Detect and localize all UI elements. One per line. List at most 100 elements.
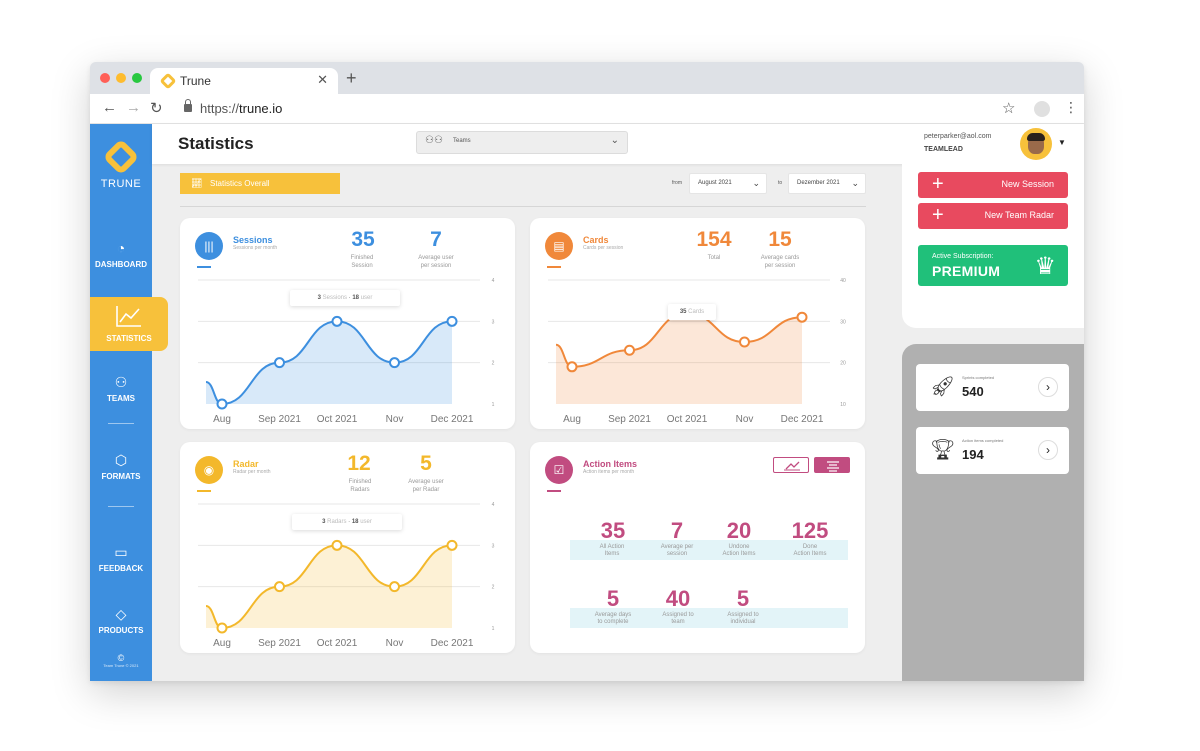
crown-icon: ♛ (1034, 253, 1056, 280)
back-icon[interactable]: ← (102, 99, 117, 116)
x-tick-label: Nov (736, 414, 754, 425)
all-action-items-value: 35 (600, 518, 626, 543)
address-bar: ← → ↻ https://trune.io ☆ ⋮ (90, 94, 1084, 124)
cards-total-label: Total (707, 255, 721, 261)
x-tick-label: Aug (213, 638, 231, 649)
card-underline (547, 490, 561, 492)
x-tick-label: Oct 2021 (667, 414, 708, 425)
assigned-team-value: 40 (665, 586, 691, 611)
browser-window: Trune ✕ + ← → ↻ https://trune.io ☆ ⋮ TRU… (90, 62, 1084, 681)
y-tick-label: 2 (492, 361, 495, 367)
browser-menu-icon[interactable]: ⋮ (1064, 99, 1078, 115)
from-date-value: August 2021 (698, 180, 732, 186)
statistics-overall-button[interactable]: 📈︎ Statistics Overall (180, 173, 340, 194)
y-tick-label: 3 (492, 543, 495, 549)
sessions-chart: Aug Sep 2021 Oct 2021 Nov Dec 2021 4 3 2 1 (198, 278, 495, 425)
maximize-window-button[interactable] (132, 73, 142, 83)
cube-icon: ⬡ (114, 452, 128, 468)
tile-label: Action items completed (962, 438, 1004, 443)
forward-icon[interactable]: → (126, 99, 141, 116)
sidebar-item-dashboard[interactable]: ◔ DASHBOARD (90, 238, 152, 269)
tab-close-icon[interactable]: ✕ (317, 72, 328, 87)
sessions-icon: ||| (195, 232, 223, 260)
avg-days-value: 5 (606, 586, 620, 611)
data-point[interactable] (216, 398, 228, 410)
from-date-select[interactable]: August 2021 ⌄ (689, 173, 767, 194)
chevron-right-icon[interactable]: › (1038, 377, 1058, 397)
chevron-down-icon: ⌄ (752, 178, 760, 188)
y-tick-label: 4 (492, 278, 495, 284)
close-window-button[interactable] (100, 73, 110, 83)
stats-row-background (570, 608, 848, 628)
sidebar-item-feedback[interactable]: ▭ FEEDBACK (90, 542, 152, 573)
trune-favicon-icon (159, 72, 177, 90)
copyright-symbol: © (117, 653, 125, 663)
avg-days-label: Average days to complete (594, 612, 632, 625)
sidebar-item-label: FORMATS (101, 472, 141, 481)
card-underline (197, 490, 211, 492)
chevron-down-icon: ⌄ (610, 135, 619, 146)
avatar[interactable] (1020, 128, 1052, 160)
finished-radars-value: 12 (347, 452, 371, 475)
data-point[interactable] (566, 361, 578, 373)
data-point[interactable] (389, 357, 400, 369)
sidebar-item-statistics[interactable]: STATISTICS (90, 297, 168, 351)
sidebar-divider (108, 423, 134, 424)
action-items-completed-tile[interactable]: 🏆︎ Action items completed 194 › (916, 427, 1069, 474)
url-field[interactable]: https://trune.io (200, 101, 283, 116)
sidebar-item-label: DASHBOARD (95, 260, 147, 269)
data-point[interactable] (796, 311, 808, 323)
data-point[interactable] (274, 581, 285, 593)
data-point[interactable] (739, 336, 750, 348)
to-date-select[interactable]: Dezember 2021 ⌄ (788, 173, 866, 194)
avg-user-label: Average user per session (418, 255, 454, 269)
team-icon: ⚇⚇ (425, 135, 443, 146)
team-select[interactable]: ⚇⚇ Teams ⌄ (416, 131, 628, 154)
cards-chart: Aug Sep 2021 Oct 2021 Nov Dec 2021 40 30 20 10 (548, 278, 846, 425)
x-tick-label: Nov (386, 638, 404, 649)
chart-view-toggle[interactable] (773, 457, 809, 473)
data-point[interactable] (389, 581, 400, 593)
radar-area-fill (206, 545, 452, 628)
reload-icon[interactable]: ↻ (150, 100, 163, 117)
data-point[interactable] (446, 315, 458, 327)
new-tab-button[interactable]: + (346, 68, 357, 88)
data-point[interactable] (274, 357, 285, 369)
chevron-right-icon[interactable]: › (1038, 440, 1058, 460)
new-session-button[interactable]: + New Session (918, 172, 1068, 198)
chevron-down-icon: ⌄ (851, 178, 859, 188)
avg-cards-value: 15 (768, 228, 792, 251)
x-tick-label: Aug (563, 414, 581, 425)
bookmark-star-icon[interactable]: ☆ (1002, 100, 1016, 117)
card-subtitle: Cards per session (583, 245, 624, 251)
data-point[interactable] (331, 539, 343, 551)
sidebar-item-label: PRODUCTS (98, 626, 144, 635)
browser-tab[interactable]: Trune ✕ (150, 68, 338, 94)
new-team-radar-button[interactable]: + New Team Radar (918, 203, 1068, 229)
x-tick-label: Sep 2021 (608, 414, 651, 425)
browser-tab-bar: Trune ✕ + (90, 62, 1084, 94)
app-header: Statistics ⚇⚇ Teams ⌄ peterparker@aol.co… (152, 124, 1084, 164)
done-action-items-value: 125 (791, 518, 829, 543)
y-tick-label: 1 (492, 402, 495, 408)
subscription-label: Active Subscription: (932, 253, 994, 260)
data-point[interactable] (331, 315, 343, 327)
sidebar-item-formats[interactable]: ⬡ FORMATS (90, 450, 152, 481)
data-point[interactable] (216, 622, 228, 634)
sidebar-item-products[interactable]: ◇ PRODUCTS (90, 604, 152, 635)
sessions-card: ||| Sessions Sessions per month 35 Finis… (180, 218, 515, 429)
minimize-window-button[interactable] (116, 73, 126, 83)
data-point[interactable] (446, 539, 458, 551)
x-tick-label: Aug (213, 414, 231, 425)
avg-radar-value: 5 (420, 452, 432, 475)
cards-area-fill (556, 313, 802, 404)
sprints-completed-tile[interactable]: 🚀︎ Sprints completed 540 › (916, 364, 1069, 411)
sidebar-item-teams[interactable]: ⚇ TEAMS (90, 372, 152, 403)
list-view-toggle[interactable] (814, 457, 850, 473)
radar-card: ◉ Radar Radar per month 12 Finished Radar… (180, 442, 515, 653)
data-point[interactable] (624, 344, 635, 356)
user-menu-caret-icon[interactable]: ▼ (1058, 138, 1066, 147)
chart-line-icon (116, 306, 141, 327)
team-icon: ⚇ (114, 374, 128, 390)
browser-profile-icon[interactable] (1034, 101, 1050, 117)
